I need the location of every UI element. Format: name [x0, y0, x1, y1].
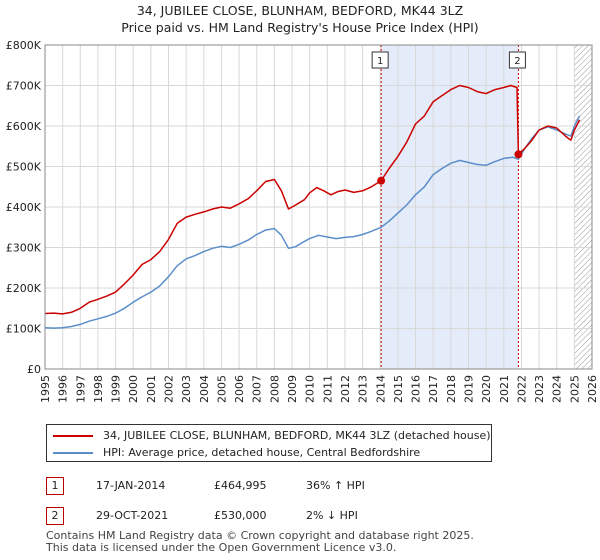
x-tick-label: 2010 — [304, 375, 317, 403]
y-tick-label: £800K — [6, 39, 42, 52]
x-tick-label: 2009 — [286, 375, 299, 403]
x-tick-label: 2013 — [357, 375, 370, 403]
chart-subtitle: Price paid vs. HM Land Registry's House … — [121, 20, 479, 35]
x-tick-label: 2016 — [410, 375, 423, 403]
x-tick-label: 1999 — [110, 375, 123, 403]
chart-title: 34, JUBILEE CLOSE, BLUNHAM, BEDFORD, MK4… — [136, 3, 464, 18]
y-tick-label: £700K — [6, 80, 42, 93]
x-tick-label: 2002 — [163, 375, 176, 403]
legend-label-property: 34, JUBILEE CLOSE, BLUNHAM, BEDFORD, MK4… — [103, 429, 491, 442]
x-tick-label: 2014 — [374, 375, 387, 403]
sale-point-1 — [377, 176, 386, 185]
plot-border — [44, 44, 593, 370]
marker-box-1 — [371, 51, 389, 69]
y-tick-label: £300K — [6, 242, 42, 255]
transaction-row: 2 29-OCT-2021 £530,000 2% ↓ HPI — [46, 507, 566, 529]
x-tick-label: 1995 — [39, 375, 52, 403]
footer-copyright: Contains HM Land Registry data © Crown c… — [46, 529, 474, 542]
legend-label-hpi: HPI: Average price, detached house, Cent… — [103, 446, 421, 459]
x-tick-label: 2024 — [551, 375, 564, 403]
x-tick-label: 2019 — [462, 375, 475, 403]
legend: 34, JUBILEE CLOSE, BLUNHAM, BEDFORD, MK4… — [46, 424, 492, 462]
x-tick-label: 2006 — [233, 375, 246, 403]
y-tick-label: £200K — [6, 282, 42, 295]
x-tick-label: 2012 — [339, 375, 352, 403]
x-tick-label: 2000 — [127, 375, 140, 403]
x-tick-label: 2021 — [498, 375, 511, 403]
transaction-hpi-delta: 2% ↓ HPI — [306, 509, 358, 522]
marker-label-2: 2 — [514, 56, 520, 67]
transaction-hpi-delta: 36% ↑ HPI — [306, 479, 365, 492]
footer-licence: This data is licensed under the Open Gov… — [46, 541, 397, 554]
y-tick-label: £0 — [27, 363, 41, 376]
legend-swatch-hpi — [53, 452, 93, 454]
x-tick-label: 2022 — [515, 375, 528, 403]
x-tick-label: 2007 — [251, 375, 264, 403]
x-tick-label: 2015 — [392, 375, 405, 403]
legend-item-hpi: HPI: Average price, detached house, Cent… — [53, 445, 420, 461]
x-tick-label: 2003 — [180, 375, 193, 403]
x-tick-label: 1998 — [92, 375, 105, 403]
transaction-date: 29-OCT-2021 — [96, 509, 169, 522]
marker-label-1: 1 — [377, 56, 383, 67]
series-line-hpi — [44, 115, 581, 329]
x-tick-label: 2005 — [215, 375, 228, 403]
marker-box-2 — [508, 51, 526, 69]
x-tick-label: 2004 — [198, 375, 211, 403]
x-tick-label: 2018 — [445, 375, 458, 403]
chart-title-block: 34, JUBILEE CLOSE, BLUNHAM, BEDFORD, MK4… — [0, 2, 600, 36]
price-chart: 1 2 £0 £100K £200K £300K £400K £500K £600K £700K £… — [6, 39, 599, 403]
footer: Contains HM Land Registry data © Crown c… — [46, 530, 474, 554]
x-tick-label: 2011 — [321, 375, 334, 403]
y-tick-label: £600K — [6, 120, 42, 133]
x-tick-label: 2025 — [568, 375, 581, 403]
sale-point-2 — [514, 150, 523, 159]
y-tick-label: £400K — [6, 201, 42, 214]
x-tick-label: 2001 — [145, 375, 158, 403]
series-line-property — [44, 84, 581, 315]
x-tick-label: 2020 — [480, 375, 493, 403]
x-tick-label: 1996 — [57, 375, 70, 403]
transaction-number: 1 — [46, 477, 64, 495]
x-tick-label: 2008 — [268, 375, 281, 403]
legend-swatch-property — [53, 435, 93, 437]
x-tick-label: 1997 — [74, 375, 87, 403]
y-tick-label: £500K — [6, 161, 42, 174]
transaction-row: 1 17-JAN-2014 £464,995 36% ↑ HPI — [46, 477, 566, 499]
transaction-price: £464,995 — [214, 479, 267, 492]
y-tick-label: £100K — [6, 323, 42, 336]
x-tick-label: 2017 — [427, 375, 440, 403]
x-tick-label: 2023 — [533, 375, 546, 403]
transaction-number: 2 — [46, 507, 64, 525]
transaction-price: £530,000 — [214, 509, 267, 522]
legend-item-property: 34, JUBILEE CLOSE, BLUNHAM, BEDFORD, MK4… — [53, 428, 491, 444]
x-tick-label: 2026 — [586, 375, 599, 403]
transaction-date: 17-JAN-2014 — [96, 479, 166, 492]
